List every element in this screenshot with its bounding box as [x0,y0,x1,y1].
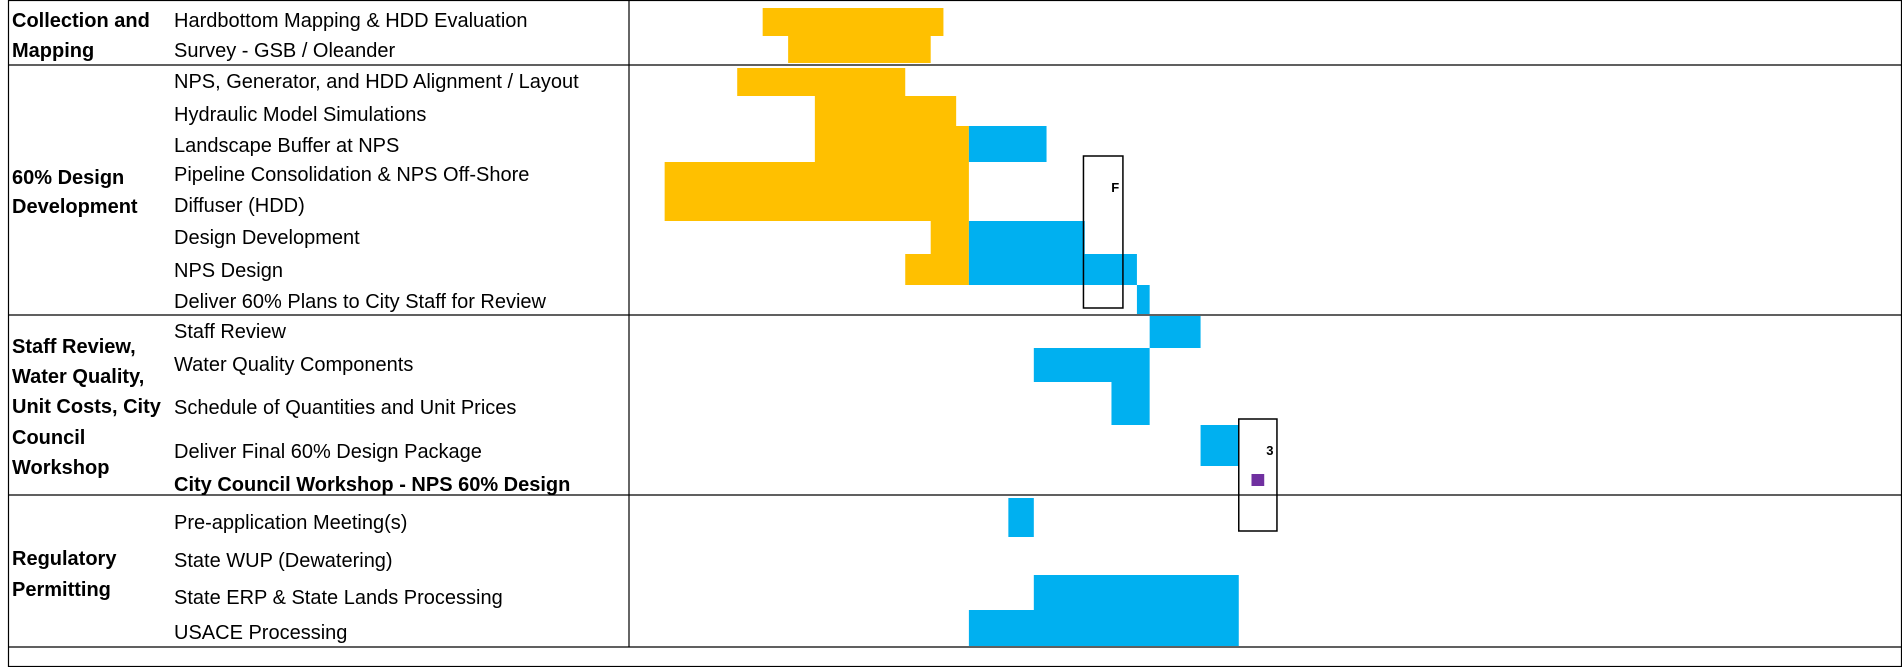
phase-label: 60% Design [12,167,124,189]
task-row: Pre-application Meeting(s) [174,498,1034,537]
task-row: Schedule of Quantities and Unit Prices [174,382,1150,425]
task-name: Hydraulic Model Simulations [174,104,426,126]
task-name: Deliver 60% Plans to City Staff for Revi… [174,291,547,313]
task-row: State WUP (Dewatering) [174,550,393,572]
task-name: Landscape Buffer at NPS [174,135,399,157]
task-name: Pipeline Consolidation & NPS Off-Shore [174,164,529,186]
task-row: Landscape Buffer at NPS [174,126,1047,162]
phase-label: Collection and [12,10,150,32]
task-row: Hydraulic Model Simulations [174,96,957,126]
phase-label: Council [12,427,85,449]
task-row: NPS, Generator, and HDD Alignment / Layo… [174,68,906,96]
milestone-marker-label: 3 [1266,443,1273,458]
task-name: Design Development [174,227,360,249]
task-row: Deliver 60% Plans to City Staff for Revi… [174,285,1150,314]
task-name: NPS Design [174,260,283,282]
task-name: Water Quality Components [174,354,413,376]
task-name: Survey - GSB / Oleander [174,40,396,62]
gantt-bar-completed [762,8,944,36]
gantt-bar-completed [930,221,969,254]
gantt-bar-scheduled [968,254,1137,285]
task-name: City Council Workshop - NPS 60% Design [174,474,570,496]
task-name: Schedule of Quantities and Unit Prices [174,397,516,419]
phase-label: Water Quality, [12,366,144,388]
task-row: USACE Processing [174,610,1239,646]
task-row: Staff Review [174,316,1201,348]
gantt-bar-scheduled [1111,382,1150,425]
phase-label: Permitting [12,579,111,601]
phase-label: Mapping [12,40,94,62]
phase-group: 60% Design Development NPS, Generator, and… [12,68,1150,314]
phase-label: Unit Costs, City [12,396,162,418]
task-name: NPS, Generator, and HDD Alignment / Layo… [174,71,579,93]
task-name-continued: Diffuser (HDD) [174,195,305,217]
gantt-bar-scheduled [968,221,1085,254]
gantt-bar-completed [788,36,931,63]
task-row: NPS Design [174,254,1137,285]
task-name: Staff Review [174,321,286,343]
task-row: Pipeline Consolidation & NPS Off-Shore Di… [174,162,969,221]
phase-label: Regulatory [12,548,117,570]
gantt-bar-scheduled [968,126,1047,162]
task-name: USACE Processing [174,622,347,644]
phase-group: Collection and Mapping Hardbottom Mapping … [12,8,944,63]
task-row: Hardbottom Mapping & HDD Evaluation [174,8,944,36]
gantt-bar-completed [737,68,906,96]
task-name: Hardbottom Mapping & HDD Evaluation [174,10,528,32]
gantt-bar-scheduled [1136,285,1150,314]
gantt-bar-scheduled [1033,348,1150,382]
milestone-marker-label: F [1111,180,1119,195]
gantt-bar-scheduled [1200,425,1239,466]
gantt-bar-completed [905,254,969,285]
phase-label: Development [12,196,138,218]
gantt-bar-scheduled [1033,575,1239,610]
task-row: Design Development [174,221,1085,254]
phase-group: Staff Review, Water Quality, Unit Costs, C… [12,316,1265,496]
task-name: State ERP & State Lands Processing [174,587,503,609]
milestone-marker-box [1082,155,1124,309]
gantt-bar-completed [664,162,969,221]
task-name: State WUP (Dewatering) [174,550,393,572]
milestone-marker-box [1238,418,1278,532]
gantt-bar-scheduled [1149,316,1201,348]
task-row: Deliver Final 60% Design Package [174,425,1239,466]
task-name: Deliver Final 60% Design Package [174,441,482,463]
phase-group: Regulatory Permitting Pre-application Meet… [12,498,1239,646]
gantt-bar-completed [814,126,969,162]
task-row: Survey - GSB / Oleander [174,36,931,63]
task-row: Water Quality Components [174,348,1150,382]
task-row: State ERP & State Lands Processing [174,575,1239,610]
gantt-bar-completed [814,96,957,126]
task-name: Pre-application Meeting(s) [174,512,407,534]
gantt-bar-scheduled [968,610,1239,646]
gantt-bar-scheduled [1008,498,1034,537]
task-row: City Council Workshop - NPS 60% Design [174,474,1265,496]
phase-label: Workshop [12,457,109,479]
gantt-bar-meeting [1251,474,1265,486]
phase-label: Staff Review, [12,336,136,358]
